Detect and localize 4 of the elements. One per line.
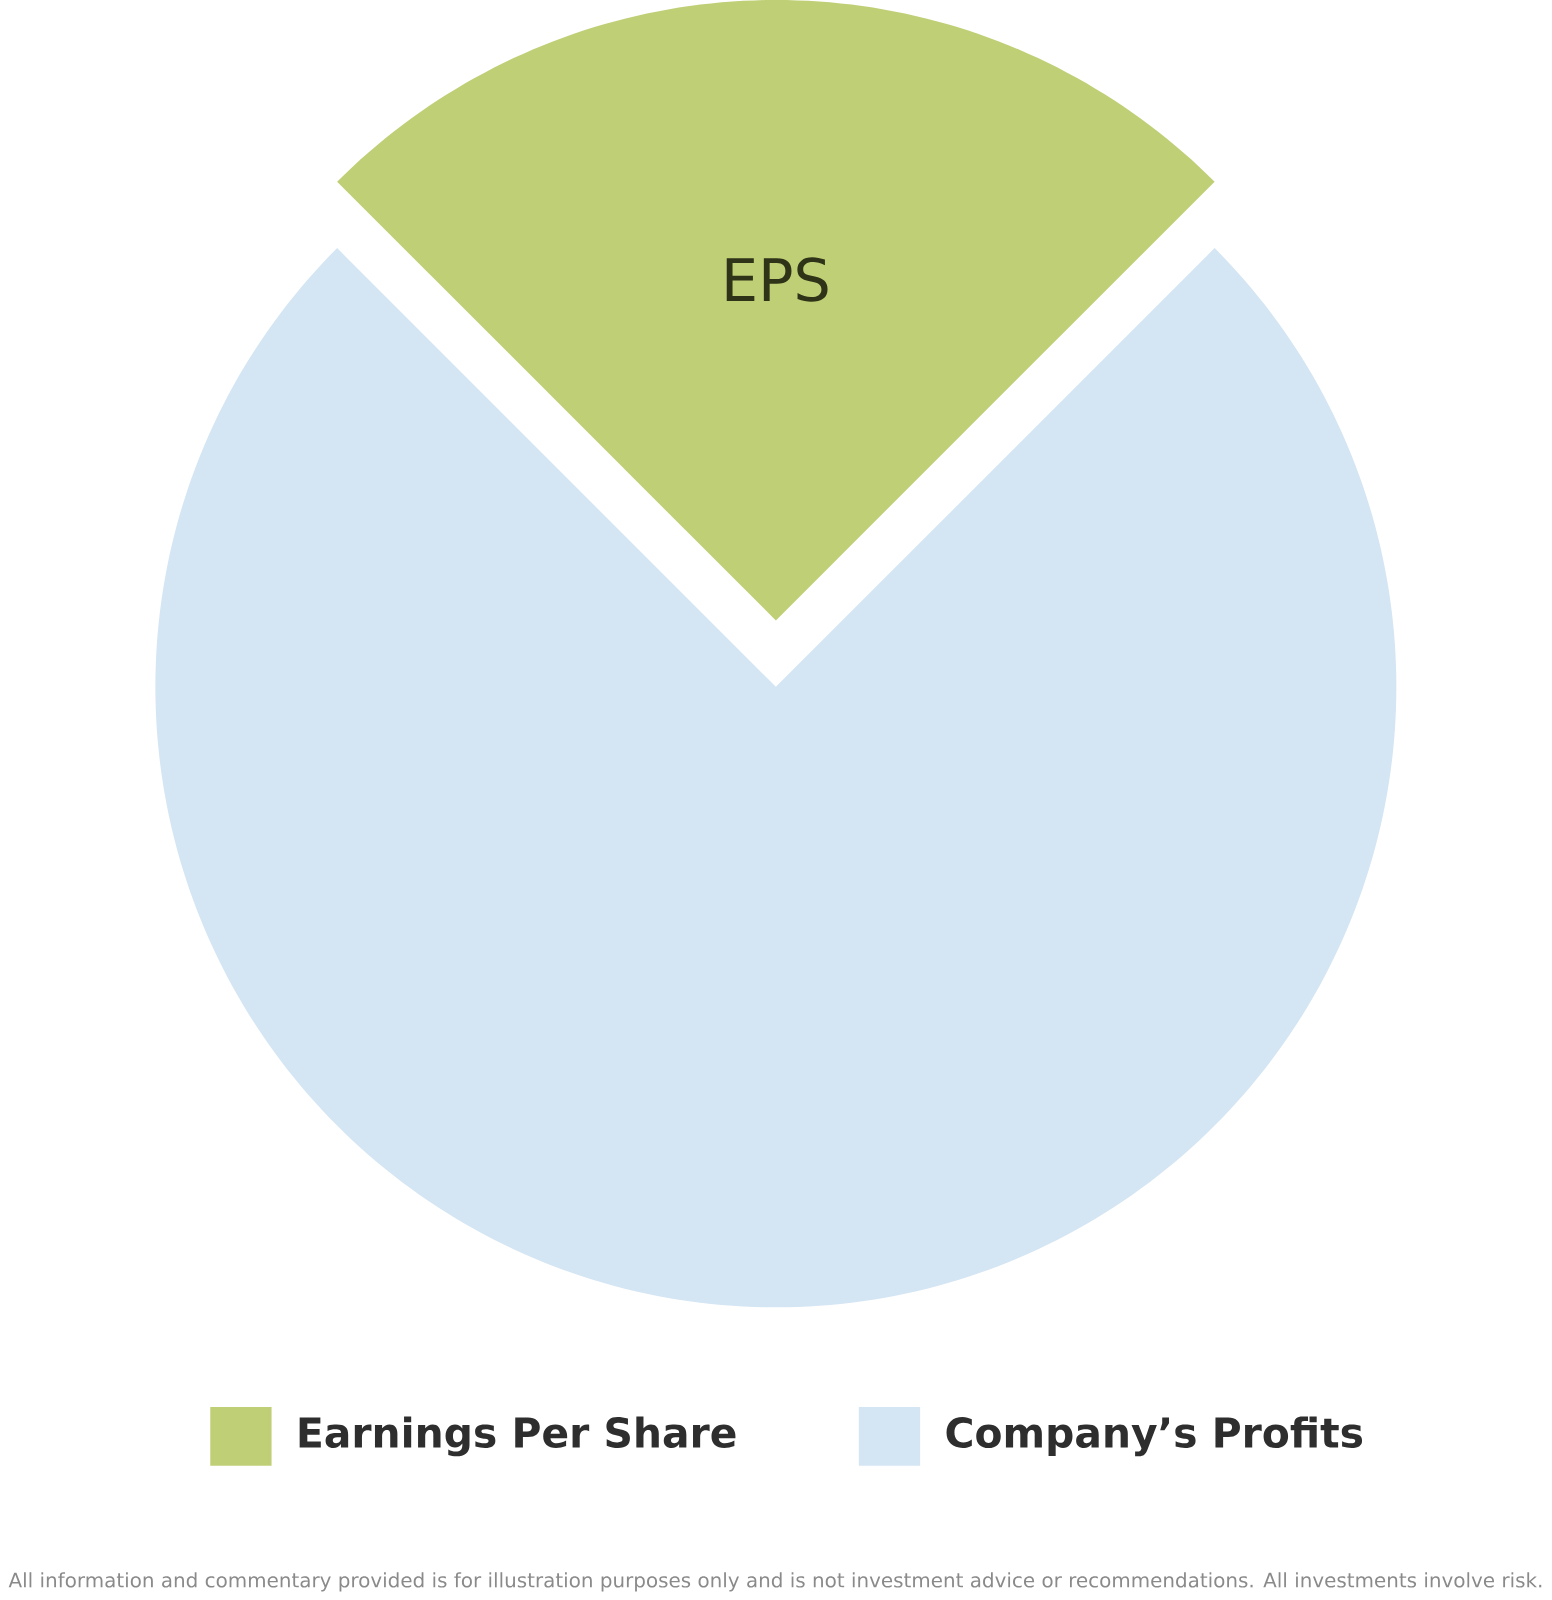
text: All information and commentary provided is for illustration purposes only and is not investment advice or recommendations. All investments involve risk. <box>8 1572 1542 1592</box>
legend-label: Company’s Profits <box>946 1416 1363 1457</box>
legend-label: Earnings Per Share <box>299 1416 736 1457</box>
text: EPS <box>726 257 828 302</box>
